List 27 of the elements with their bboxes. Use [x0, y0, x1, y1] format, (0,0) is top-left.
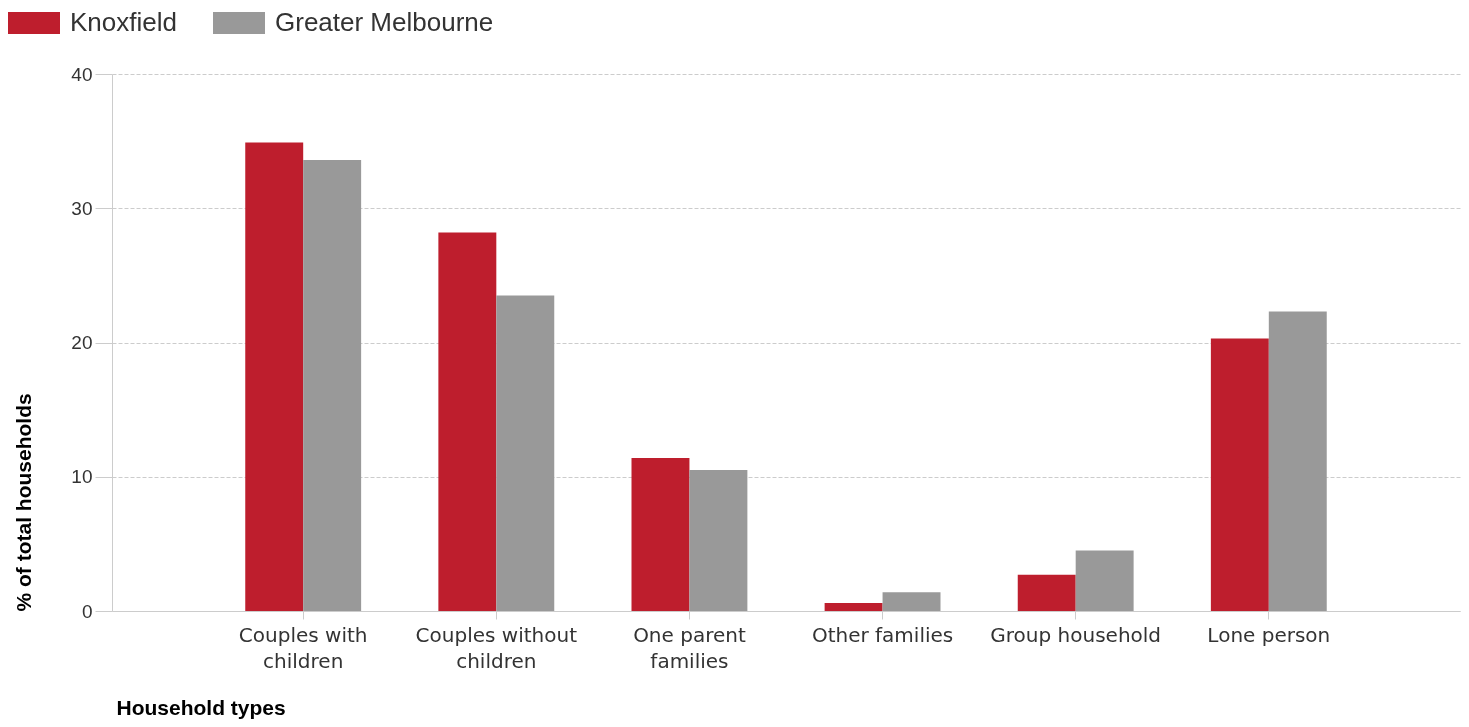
y-tick-label: 40	[71, 63, 93, 85]
x-tick-label: Couples with children	[238, 622, 368, 673]
bar	[1268, 311, 1327, 611]
x-tick-label: Couples without children	[415, 622, 578, 673]
bar	[1017, 574, 1076, 611]
y-tick-label: 30	[71, 197, 93, 219]
bar	[303, 159, 362, 611]
y-axis-title: % of total households	[11, 393, 35, 612]
x-tick-label: Lone person	[1207, 622, 1331, 647]
bar	[689, 470, 748, 611]
legend-label: Knoxfield	[70, 7, 177, 37]
x-axis-title: Household types	[116, 695, 286, 719]
bar	[245, 142, 304, 611]
bar	[882, 592, 941, 611]
bar	[631, 457, 690, 611]
bar	[1210, 338, 1269, 611]
x-tick-label: Group household	[990, 622, 1162, 647]
y-tick-label: 0	[81, 600, 93, 622]
x-tick-label: One parent families	[633, 622, 746, 673]
y-tick-label: 20	[71, 332, 93, 353]
x-tick-label: Other families	[811, 622, 954, 647]
legend-label: Greater Melbourne	[275, 7, 494, 37]
bar	[496, 295, 555, 611]
bar	[824, 602, 883, 611]
bar	[1075, 550, 1134, 611]
y-tick-label: 10	[71, 466, 93, 488]
bar	[438, 232, 497, 611]
